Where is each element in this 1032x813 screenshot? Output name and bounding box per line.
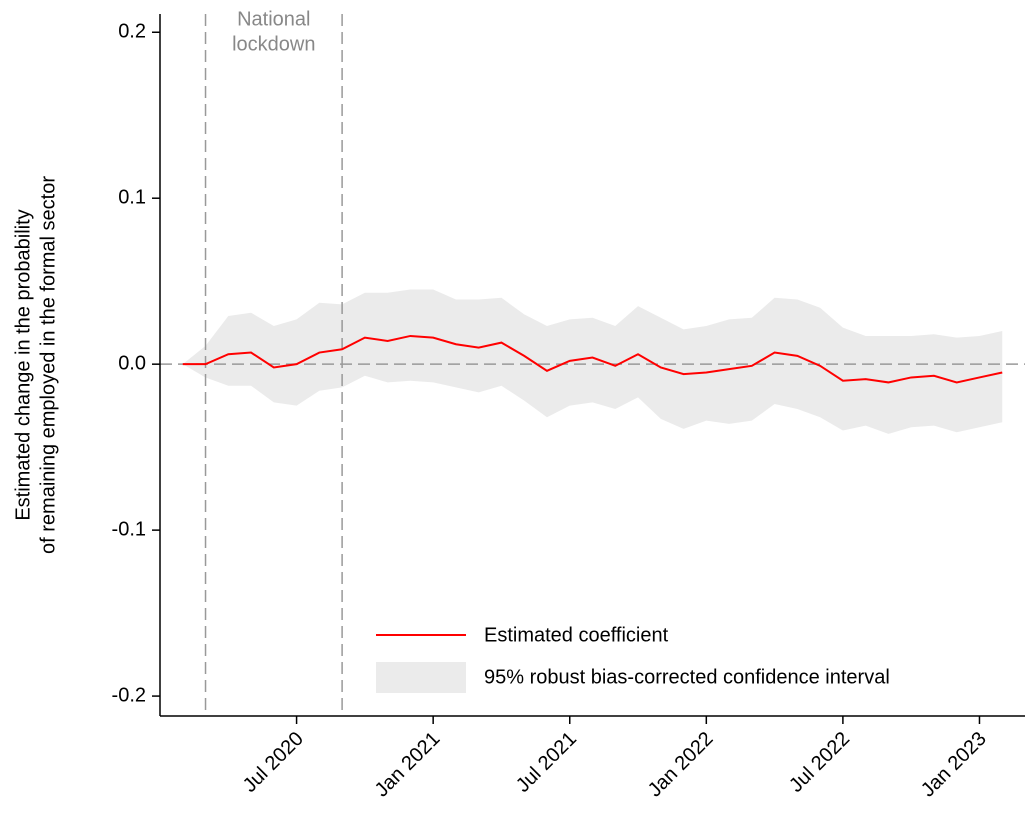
legend-swatch (376, 662, 466, 693)
confidence-band (182, 289, 1003, 434)
y-tick-label: -0.2 (112, 684, 146, 706)
y-tick-label: 0.1 (118, 186, 146, 208)
x-tick-label: Jan 2021 (371, 728, 445, 802)
x-tick-label: Jul 2021 (512, 728, 581, 797)
y-tick-label: 0.0 (118, 352, 146, 374)
y-axis-label: Estimated change in the probability (12, 209, 34, 520)
y-tick-label: -0.1 (112, 518, 146, 540)
y-tick-label: 0.2 (118, 21, 146, 43)
x-tick-label: Jan 2023 (917, 728, 991, 802)
coefficient-line (182, 334, 1003, 384)
legend-label: Estimated coefficient (484, 624, 669, 646)
x-tick-label: Jul 2022 (785, 728, 854, 797)
x-tick-label: Jan 2022 (644, 728, 718, 802)
annotation: National (237, 8, 310, 30)
x-tick-label: Jul 2020 (239, 728, 308, 797)
y-axis-label: of remaining employed in the formal sect… (37, 176, 59, 554)
legend-label: 95% robust bias-corrected confidence int… (484, 666, 890, 688)
annotation: lockdown (232, 33, 315, 55)
